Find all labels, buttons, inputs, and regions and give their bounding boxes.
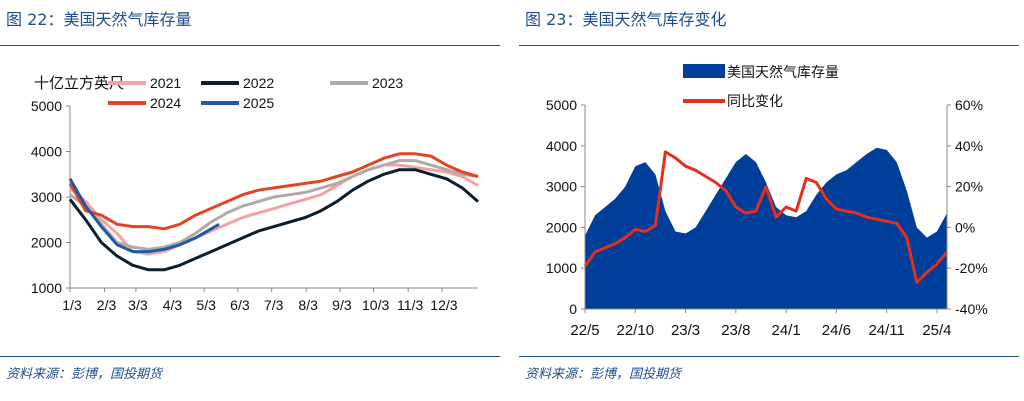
x-tick-label: 2/3 [97, 297, 117, 313]
left-storage-chart: 1000 2000 3000 4000 5000 1/3 2/3 3/3 4/3 5/3 6/3 7/… [31, 74, 479, 313]
x-tick-label: 4/3 [163, 297, 183, 313]
x-tick-label: 3/3 [128, 297, 148, 313]
x-tick-label: 10/3 [362, 297, 389, 313]
right-source-note: 资料来源：彭博，国投期货 [525, 367, 682, 382]
right-y-tick-label: 20% [955, 179, 983, 195]
x-tick-label: 8/3 [298, 297, 318, 313]
x-tick-label: 24/6 [822, 322, 851, 339]
x-tick-label: 12/3 [430, 297, 457, 313]
right-y-tick-label: 40% [955, 138, 983, 154]
left-source-rule [0, 356, 500, 357]
x-tick-label: 11/3 [397, 297, 423, 313]
y-tick-label: 3000 [31, 189, 62, 205]
left-y-tick-label: 0 [569, 301, 577, 317]
storage-area [585, 147, 947, 309]
y-tick-label: 5000 [31, 98, 62, 114]
y-tick-label: 1000 [31, 280, 62, 296]
legend-label: 2023 [372, 75, 403, 91]
y-tick-label: 2000 [31, 235, 62, 251]
right-chart-panel: 图 23：美国天然气库存变化 0 1000 2000 3000 4000 5000 -40%… [519, 0, 1024, 401]
series-line-2022 [68, 168, 479, 272]
left-y-tick-label: 2000 [546, 219, 577, 235]
x-tick-label: 7/3 [264, 297, 284, 313]
x-tick-label: 24/11 [868, 322, 904, 339]
x-tick-label: 9/3 [332, 297, 352, 313]
x-tick-label: 23/3 [671, 322, 700, 339]
right-source-rule [519, 356, 1019, 357]
y-tick-label: 4000 [31, 144, 62, 160]
series-line-2021 [69, 163, 479, 256]
legend-label: 2025 [243, 95, 274, 111]
x-tick-label: 5/3 [196, 297, 216, 313]
x-tick-label: 22/5 [570, 322, 599, 339]
x-tick-label: 23/8 [721, 322, 750, 339]
right-y-tick-label: 60% [955, 97, 983, 113]
left-y-tick-label: 4000 [546, 138, 577, 154]
legend-label: 2024 [150, 95, 181, 111]
left-title-rule [0, 45, 500, 46]
series-line-2023 [69, 159, 479, 251]
right-y-tick-label: 0% [955, 219, 975, 235]
right-title-rule [519, 45, 1019, 46]
right-storage-change-chart: 0 1000 2000 3000 4000 5000 -40% -20% 0% 20% 40% 60%… [546, 64, 988, 339]
legend-label-line: 同比变化 [727, 93, 783, 109]
x-tick-label: 24/1 [772, 322, 801, 339]
left-y-tick-label: 5000 [546, 97, 577, 113]
left-y-tick-label: 1000 [546, 260, 577, 276]
legend-swatch-area [683, 64, 725, 78]
x-tick-label: 6/3 [230, 297, 250, 313]
legend-label-area: 美国天然气库存量 [727, 64, 839, 80]
yoy-change-line [583, 150, 949, 284]
left-y-tick-label: 3000 [546, 179, 577, 195]
x-tick-label: 22/10 [617, 322, 655, 339]
legend-label: 2022 [243, 75, 274, 91]
series-line-2025 [68, 178, 220, 254]
x-tick-label: 1/3 [62, 297, 82, 313]
left-chart-title: 图 22：美国天然气库存量 [6, 10, 192, 29]
series-line-2024 [68, 152, 479, 231]
x-tick-label: 25/4 [922, 322, 951, 339]
right-chart-title: 图 23：美国天然气库存变化 [525, 10, 727, 29]
legend-label: 2021 [150, 75, 181, 91]
left-chart-panel: 图 22：美国天然气库存量 1000 2000 3000 4000 5000 1/3 2/3… [0, 0, 505, 401]
left-source-note: 资料来源：彭博，国投期货 [6, 367, 163, 382]
right-y-tick-label: -20% [955, 260, 988, 276]
y-axis-unit-label: 十亿立方英尺 [34, 74, 124, 92]
right-y-tick-label: -40% [955, 301, 988, 317]
